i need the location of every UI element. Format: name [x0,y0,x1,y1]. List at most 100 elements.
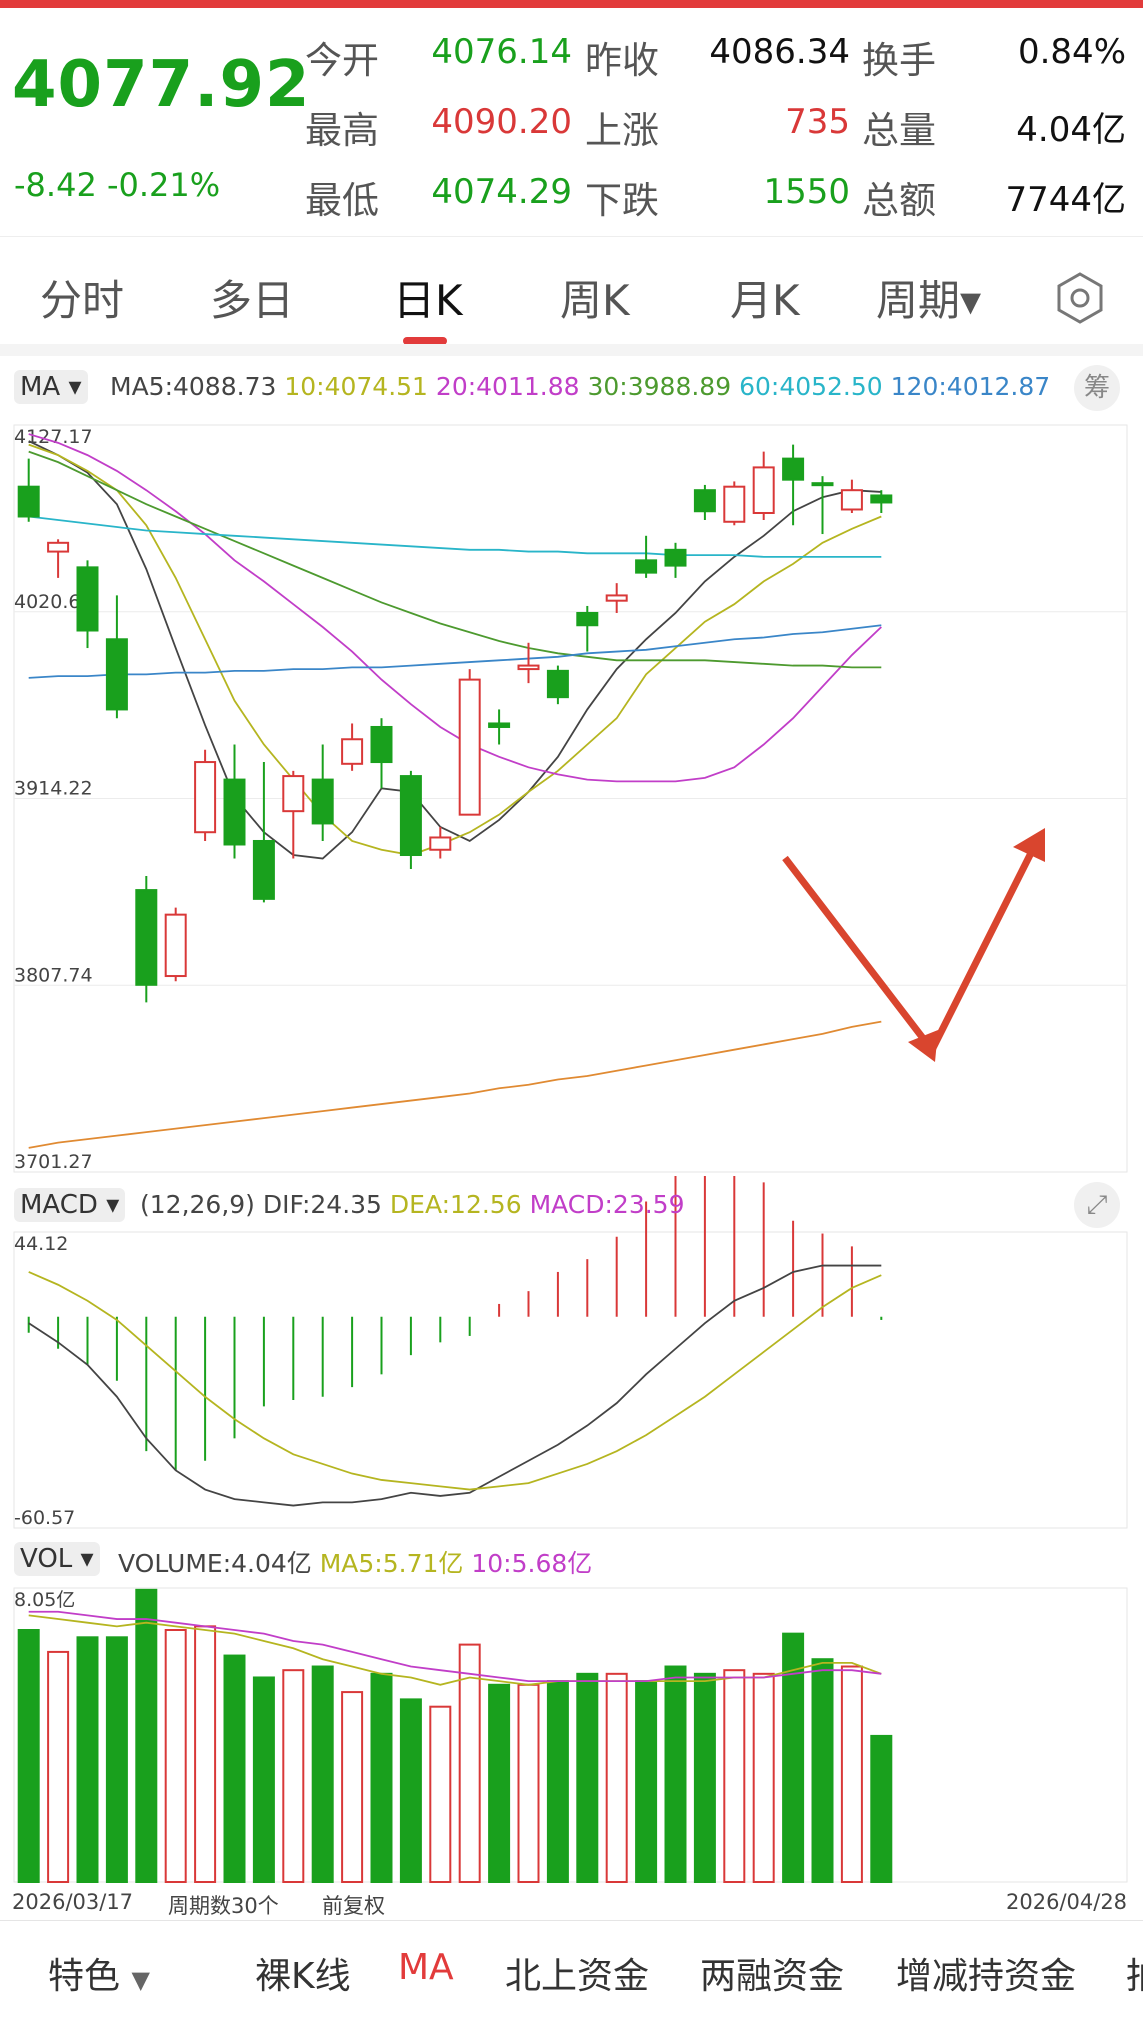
volume-bar [311,1665,334,1883]
candle-body [517,664,540,671]
chip-distribution-button[interactable]: 筹 [1074,365,1120,411]
candle-body [429,836,452,851]
tab-weekly-k[interactable]: 周K [560,276,630,325]
ma-toggle-button[interactable]: MA [398,1947,454,1988]
vol-ma10-legend: 10:5.68亿 [471,1549,593,1578]
volume-value: 4.04亿 [1016,110,1126,150]
amount-label: 总额 [862,179,936,222]
ma-selector-label: MA [20,372,61,402]
annotation-arrowhead [908,1030,938,1062]
volume-bar [399,1698,422,1884]
prev-close-value: 4086.34 [709,32,850,72]
candle-body [164,913,187,978]
volume-bar [76,1636,99,1883]
ma-line-ma30 [28,450,882,669]
candle-body [782,457,805,481]
chart-canvas: 4127.17 4020.69 3914.22 3807.74 3701.27 44.12… [13,424,1128,1884]
volume-bar [105,1636,128,1883]
tab-monthly-k[interactable]: 月K [730,276,800,325]
turnover-label: 换手 [862,39,936,82]
end-date: 2026/04/28 [1006,1890,1128,1914]
candle-body [693,489,716,513]
ma-line-ma250 [28,1020,882,1149]
tab-period-dropdown[interactable]: 周期▾ [876,276,982,325]
low-label: 最低 [305,179,379,222]
expand-icon[interactable]: ⤢ [1074,1182,1120,1228]
candle-body [840,489,863,511]
volume-bar [811,1658,834,1884]
dea-legend: DEA:12.56 [389,1190,522,1219]
chevron-down-icon: ▼ [131,1966,150,1994]
active-tab-indicator [403,337,447,345]
holding-change-button[interactable]: 增减持资金 [896,1956,1077,1997]
candle-body [341,738,364,765]
y-tick-label: 3914.22 [14,778,93,800]
ma-line-ma120 [28,624,882,679]
vol-panel-frame [13,1587,1128,1883]
tab-intraday[interactable]: 分时 [40,276,125,325]
vol-tick-label: 8.05亿 [14,1589,75,1611]
vol-selector-label: VOL [20,1544,73,1574]
volume-bar [135,1588,158,1883]
decline-label: 下跌 [585,179,659,222]
candle-body [664,548,687,567]
volume-bar [605,1672,628,1883]
vol-ma-line-ma10 [28,1610,882,1683]
more-button[interactable]: 拍 [1126,1947,1143,1999]
volume-bar [840,1665,863,1883]
candle-body [311,778,334,825]
volume-bar [635,1680,658,1884]
volume-legend: VOLUME:4.04亿 [118,1549,312,1578]
high-label: 最高 [305,109,379,152]
feature-dropdown[interactable]: 特色 ▼ [48,1947,150,1999]
volume-bar [870,1734,893,1884]
ma-line-ma60 [28,515,882,558]
macd-legend: (12,26,9) DIF:24.35 DEA:12.56 MACD:23.59 [140,1190,685,1219]
candle-body [811,482,834,487]
macd-line-dif [28,1264,882,1507]
candle-body [458,678,481,816]
dif-legend: DIF:24.35 [262,1190,382,1219]
period-count: 周期数30个 [168,1894,279,1918]
volume-bar [341,1691,364,1883]
volume-bar [282,1669,305,1884]
annotation-arrow [782,843,1039,1054]
macd-tick-label: 44.12 [14,1233,68,1255]
price-change: -8.42 -0.21% [14,166,221,204]
open-label: 今开 [305,39,379,82]
candle-body [76,566,99,632]
vol-ma5-legend: MA5:5.71亿 [319,1549,464,1578]
volume-bar [752,1672,775,1883]
advance-label: 上涨 [585,109,659,152]
start-date: 2026/03/17 [12,1890,134,1914]
hexagon-settings-icon[interactable] [1053,271,1107,325]
tab-multiday[interactable]: 多日 [210,276,295,325]
volume-bar [723,1669,746,1884]
y-tick-label: 3701.27 [14,1151,93,1173]
macd-indicator-selector[interactable]: MACD ▾ [14,1188,126,1222]
naked-k-button[interactable]: 裸K线 [255,1956,351,1997]
tab-daily-k[interactable]: 日K [393,276,463,325]
candle-body [370,725,393,764]
candle-body [605,594,628,602]
candle-body [488,722,511,728]
feature-label: 特色 [48,1956,121,1997]
turnover-value: 0.84% [1017,32,1126,72]
top-accent-bar [0,0,1143,8]
decline-value: 1550 [763,172,850,212]
ma-indicator-selector[interactable]: MA ▾ [14,370,88,404]
volume-bar [194,1625,217,1883]
candle-body [282,775,305,813]
candle-body [135,889,158,986]
vol-indicator-selector[interactable]: VOL ▾ [14,1542,100,1576]
northbound-button[interactable]: 北上资金 [505,1956,650,1997]
candle-body [576,611,599,627]
section-divider [0,344,1143,356]
volume-bar [517,1683,540,1883]
margin-button[interactable]: 两融资金 [700,1956,845,1997]
volume-bar [429,1705,452,1884]
ma-line-ma5 [28,440,882,860]
high-value: 4090.20 [431,102,572,142]
volume-bar [370,1672,393,1883]
candle-body [399,775,422,857]
